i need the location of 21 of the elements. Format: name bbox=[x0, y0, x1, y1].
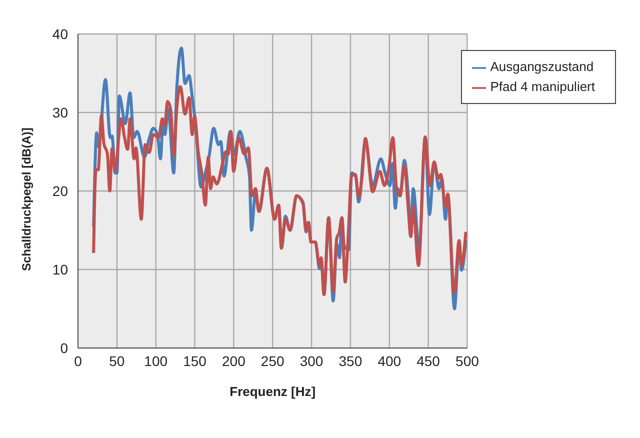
x-tick-label: 200 bbox=[222, 352, 246, 369]
x-tick-label: 150 bbox=[183, 352, 207, 369]
legend-label: Ausgangszustand bbox=[490, 59, 594, 74]
x-tick-label: 450 bbox=[416, 352, 440, 369]
x-axis-title: Frequenz [Hz] bbox=[230, 384, 316, 399]
x-tick-label: 250 bbox=[260, 352, 284, 369]
y-tick-label: 10 bbox=[52, 261, 68, 278]
y-tick-label: 0 bbox=[60, 340, 68, 356]
x-tick-label: 350 bbox=[338, 352, 362, 369]
y-tick-label: 20 bbox=[52, 182, 68, 199]
y-tick-label: 40 bbox=[52, 26, 68, 42]
legend-label: Pfad 4 manipuliert bbox=[490, 79, 595, 94]
y-axis-title: Schalldruckpegel [dB(A)] bbox=[19, 128, 34, 271]
x-tick-label: 500 bbox=[456, 352, 480, 369]
x-tick-label: 0 bbox=[74, 352, 82, 369]
x-tick-label: 400 bbox=[378, 352, 402, 369]
x-tick-label: 100 bbox=[144, 352, 168, 369]
line-series bbox=[92, 85, 468, 296]
y-tick-label: 30 bbox=[52, 104, 68, 120]
x-tick-label: 50 bbox=[109, 352, 125, 369]
x-tick-label: 300 bbox=[300, 352, 324, 369]
